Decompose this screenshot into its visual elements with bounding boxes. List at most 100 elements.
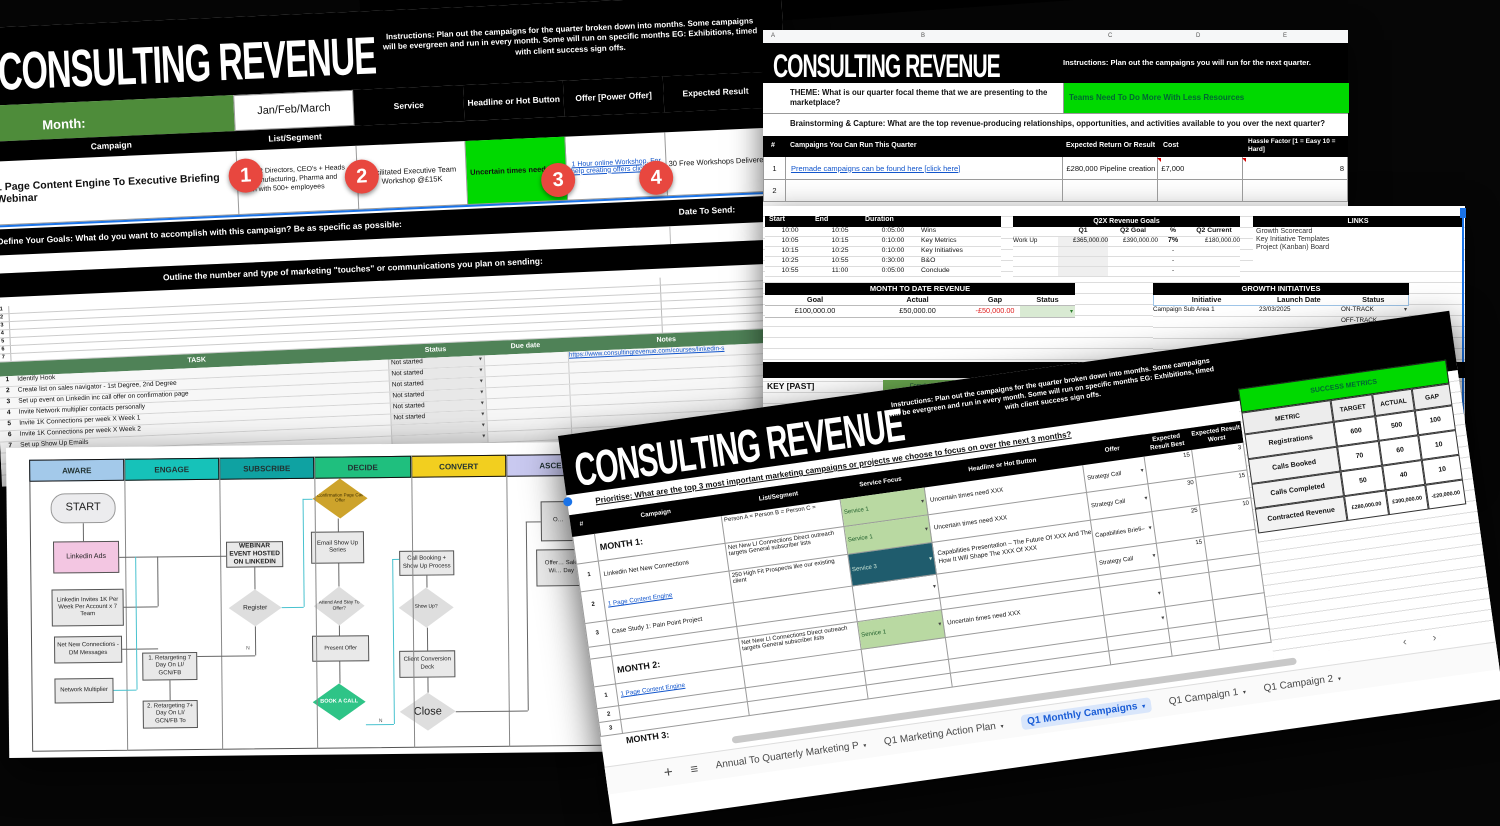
col-letter[interactable]: D: [1196, 33, 1201, 39]
dropdown-arrow-icon: ▾: [938, 621, 942, 628]
tab-q1-campaign-1[interactable]: Q1 Campaign 1 ▾: [1168, 686, 1247, 708]
row-num: 2: [591, 601, 596, 608]
node-label: Confirmation Page Call Offer: [316, 492, 364, 503]
metric-target: £280,000.00: [1351, 500, 1382, 511]
column-header-strip[interactable]: A B C D E: [763, 30, 1348, 44]
node-retargeting-2[interactable]: 2. Retargeting 7+ Day On LI/ GCN/FB To: [142, 700, 198, 729]
col-letter[interactable]: C: [1108, 33, 1113, 39]
campaign-link[interactable]: 1 Page Content Engine: [607, 591, 673, 608]
metric-name: Registrations: [1268, 433, 1314, 448]
dropdown-arrow-icon: ▾: [480, 400, 484, 407]
task-text: Identify Hook: [17, 374, 56, 383]
mtd-status-dropdown[interactable]: ▾: [1020, 306, 1075, 317]
node-linkedin-ads[interactable]: Linkedin Ads: [52, 540, 120, 574]
node-linkedin-invites[interactable]: Linkedin Invites 1K Per Week Per Account…: [51, 588, 124, 627]
node-label: Register: [243, 604, 268, 612]
selection-edge[interactable]: [1462, 210, 1464, 470]
offer-value: Strategy Call: [1086, 470, 1122, 482]
growth-status: ON-TRACK: [1341, 306, 1374, 313]
q2x-row-label: Work Up: [1013, 237, 1038, 244]
node-network-multiplier[interactable]: Network Multiplier: [54, 677, 114, 704]
campaign-link[interactable]: 1 Page Content Engine: [620, 681, 686, 698]
month-value: Jan/Feb/March: [256, 101, 331, 118]
service-value: Service 3: [851, 563, 878, 573]
status-value: Not started: [390, 358, 423, 367]
row-num: 1: [587, 571, 592, 579]
link-item[interactable]: Growth Scorecard: [1256, 228, 1313, 235]
links-title: LINKS: [1253, 216, 1463, 227]
mtd-row: £100,000.00 £50,000.00 -£50,000.00 ▾: [765, 306, 1075, 318]
col-letter[interactable]: B: [921, 33, 926, 39]
dropdown-arrow-icon: ▾: [920, 498, 925, 506]
comment-marker: [1242, 158, 1246, 162]
service-value: Service 1: [843, 505, 870, 516]
metric-name: Calls Completed: [1270, 482, 1326, 498]
theme-value-cell[interactable]: Teams Need To Do More With Less Resource…: [1063, 83, 1349, 113]
metric-actual: 40: [1399, 471, 1408, 480]
node-net-new-connections[interactable]: Net New Connections - DM Messages: [53, 635, 123, 664]
dropdown-arrow-icon: ▾: [863, 743, 867, 750]
agenda-duration: 0:05:00: [881, 267, 905, 274]
month-value-cell[interactable]: Jan/Feb/March: [233, 89, 355, 132]
link-item[interactable]: Project (Kanban) Board: [1256, 244, 1330, 251]
node-retargeting-1[interactable]: 1. Retargeting 7 Day On LI/ GCN/FB: [142, 652, 198, 681]
headline-cell: Uncertain times need XXX: [929, 486, 1004, 504]
mtd-col-gap: Gap: [987, 295, 1003, 304]
metric-actual: £300,000.00: [1391, 494, 1423, 506]
tab-q1-monthly-campaigns[interactable]: Q1 Monthly Campaigns ▾: [1020, 697, 1153, 731]
tab-label: Annual To Quarterly Marketing P: [715, 740, 860, 772]
dropdown-arrow-icon: ▾: [1144, 495, 1149, 502]
node-present-offer[interactable]: Present Offer: [311, 635, 370, 662]
dropdown-arrow-icon: ▾: [478, 356, 483, 363]
col-return: Expected Return Or Result: [1066, 142, 1156, 149]
campaign-row-2[interactable]: 2: [763, 180, 1349, 202]
col-service: Service Focus: [858, 475, 903, 489]
task-num: 1: [5, 376, 10, 384]
selection-handle[interactable]: [1460, 208, 1466, 218]
col-letter[interactable]: A: [771, 33, 776, 39]
due-col-header: Due date: [510, 341, 541, 351]
node-label: Linkedin Invites 1K Per Week Per Account…: [56, 596, 119, 618]
agenda-end: 10:15: [831, 237, 849, 244]
connector-cyan: [281, 606, 304, 609]
campaign-row-1[interactable]: 1 Premade campaigns can be found here [c…: [763, 157, 1349, 180]
add-sheet-button[interactable]: +: [662, 763, 674, 782]
theme-row: THEME: What is our quarter focal theme t…: [763, 83, 1349, 114]
stage-decide: DECIDE: [314, 455, 412, 479]
expected-return: £280,000 Pipeline creation: [1066, 163, 1156, 173]
col-letter[interactable]: E: [1283, 33, 1288, 39]
row-num: 4: [0, 330, 5, 337]
growth-status-dropdown[interactable]: ON-TRACK ▾: [1339, 306, 1409, 316]
node-client-conversion-deck[interactable]: Client Conversion Deck: [399, 650, 456, 678]
header-text: ACTUAL: [1379, 397, 1408, 408]
link-item[interactable]: Key Initiative Templates: [1256, 236, 1330, 243]
all-sheets-menu-icon[interactable]: ≡: [689, 760, 700, 777]
campaign-cell: Linkedin Net New Connections: [603, 559, 690, 578]
node-email-showup-series[interactable]: Email Show Up Series: [310, 531, 365, 564]
node-label: Linkedin Ads: [66, 552, 107, 561]
tab-annual-quarterly[interactable]: Annual To Quarterly Marketing P ▾: [715, 739, 867, 771]
dropdown-arrow-icon: ▾: [1337, 676, 1342, 683]
status-col-header: Status: [424, 346, 447, 354]
tab-q1-marketing-action-plan[interactable]: Q1 Marketing Action Plan ▾: [883, 720, 1004, 748]
mtd-col-goal: Goal: [806, 295, 824, 304]
connector: [427, 677, 429, 693]
stage-convert: CONVERT: [411, 454, 507, 478]
mtd-actual: £50,000.00: [899, 306, 936, 315]
tab-q1-campaign-2[interactable]: Q1 Campaign 2 ▾: [1262, 672, 1342, 695]
agenda-row: 10:05 10:15 0:10:00 Key Metrics: [765, 237, 1001, 247]
header-text: METRIC: [1274, 412, 1301, 423]
premade-campaigns-link[interactable]: Premade campaigns can be found here [cli…: [790, 163, 961, 173]
tab-label: Q1 Campaign 1: [1168, 686, 1239, 708]
connector: [426, 575, 428, 588]
node-webinar-event[interactable]: WEBINAR EVENT HOSTED ON LINKEDIN: [225, 541, 284, 568]
status-value: Not started: [392, 391, 425, 400]
connector: [82, 523, 84, 542]
node-call-booking[interactable]: Call Booking + Show Up Process: [399, 550, 455, 576]
node-start[interactable]: START: [50, 492, 116, 524]
q2x-row: -: [1013, 247, 1240, 257]
row-num: 5: [1, 338, 5, 345]
connector-cyan: [392, 558, 400, 560]
metric-name: Calls Booked: [1271, 458, 1317, 472]
tab-label: Q1 Campaign 2: [1262, 673, 1334, 695]
